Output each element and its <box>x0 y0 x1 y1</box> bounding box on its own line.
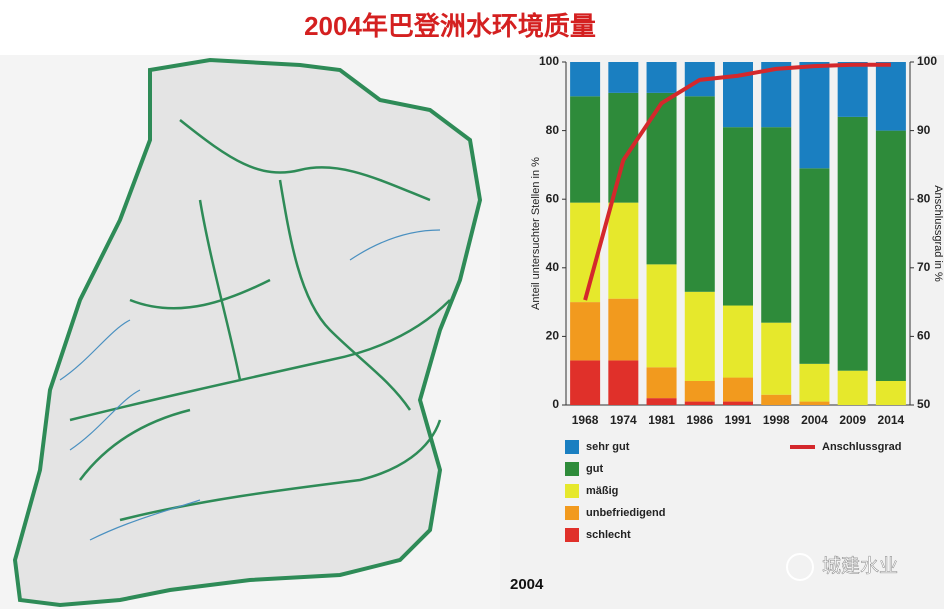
bar-segment <box>723 401 753 405</box>
bar-segment <box>837 116 868 371</box>
legend-label: sehr gut <box>586 441 630 453</box>
bar-segment <box>608 202 639 299</box>
y2-tick-label: 70 <box>917 260 931 274</box>
y2-tick-label: 50 <box>917 397 931 411</box>
bar-segment <box>608 62 639 93</box>
x-tick-label: 1974 <box>610 413 637 427</box>
bar-segment <box>570 302 601 361</box>
bar-segment <box>837 62 868 117</box>
bar-segment <box>684 380 715 402</box>
bar-segment <box>684 401 715 405</box>
y2-tick-label: 60 <box>917 329 931 343</box>
bar-segment <box>570 360 601 405</box>
x-tick-label: 2014 <box>878 413 905 427</box>
bar-segment <box>799 62 830 169</box>
legend-label: schlecht <box>586 529 631 541</box>
bar-segment <box>875 130 906 381</box>
bar-segment <box>761 394 792 405</box>
y-tick-label: 20 <box>546 329 560 343</box>
x-tick-label: 1968 <box>572 413 599 427</box>
y2-tick-label: 80 <box>917 191 931 205</box>
bar-segment <box>799 401 830 405</box>
legend-label: Anschlussgrad <box>822 441 901 453</box>
bar-segment <box>570 202 601 303</box>
x-tick-label: 1986 <box>686 413 713 427</box>
y2-tick-label: 100 <box>917 54 937 68</box>
x-tick-label: 2004 <box>801 413 828 427</box>
legend-swatch <box>565 440 579 454</box>
bar-segment <box>646 62 677 93</box>
bar-segment <box>570 62 601 97</box>
watermark-icon <box>786 553 814 581</box>
legend-swatch <box>565 506 579 520</box>
bar-segment <box>646 398 677 405</box>
bar-segment <box>723 305 753 378</box>
legend-label: mäßig <box>586 485 618 497</box>
caption: 2004 <box>510 576 544 593</box>
bar-segment <box>723 377 753 402</box>
map-streams <box>59 229 441 541</box>
y-tick-label: 100 <box>539 54 559 68</box>
legend-swatch <box>565 484 579 498</box>
bar-segment <box>608 360 639 405</box>
y2-tick-label: 90 <box>917 123 931 137</box>
y-tick-label: 60 <box>546 191 560 205</box>
bar-segment <box>761 62 792 128</box>
slide-title: 2004年巴登洲水环境质量 <box>304 11 596 41</box>
bar-segment <box>684 291 715 381</box>
bar-segment <box>608 298 639 361</box>
legend-label: gut <box>586 463 603 475</box>
bar-segment <box>646 367 677 399</box>
y-tick-label: 80 <box>546 123 560 137</box>
bar-segment <box>799 363 830 402</box>
bar-segment <box>761 322 792 395</box>
y-tick-label: 40 <box>546 260 560 274</box>
watermark: 城建水业 <box>822 555 898 577</box>
bar-segment <box>684 96 715 292</box>
bar-segment <box>570 96 601 203</box>
y-axis-label: Anteil untersuchter Stellen in % <box>530 157 542 310</box>
y2-axis-label: Anschlussgrad in % <box>932 185 944 282</box>
bar-segment <box>837 370 868 405</box>
bar-segment <box>875 62 906 131</box>
bar-segment <box>723 127 753 306</box>
bar-segment <box>723 62 753 128</box>
bar-segment <box>761 127 792 323</box>
bar-segment <box>799 168 830 364</box>
map-rivers <box>69 119 451 522</box>
y-tick-label: 0 <box>552 397 559 411</box>
map-region <box>12 57 483 608</box>
bar-segment <box>646 264 677 368</box>
legend-swatch <box>565 462 579 476</box>
x-tick-label: 2009 <box>839 413 866 427</box>
line-series <box>583 62 891 301</box>
x-tick-label: 1998 <box>763 413 790 427</box>
x-tick-label: 1991 <box>725 413 752 427</box>
bar-segment <box>875 380 906 405</box>
x-tick-label: 1981 <box>648 413 675 427</box>
legend-label: unbefriedigend <box>586 507 665 519</box>
legend-swatch <box>565 528 579 542</box>
